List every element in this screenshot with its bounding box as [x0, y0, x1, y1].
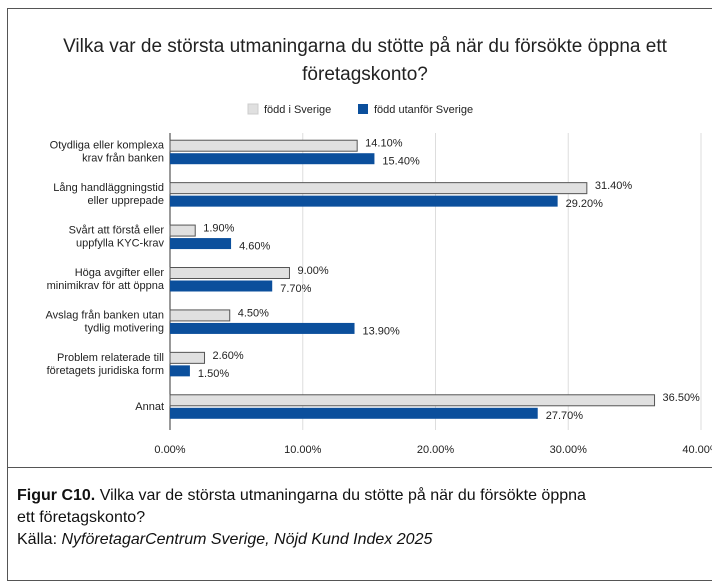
value-label: 27.70% [546, 410, 584, 422]
y-tick-line: tydlig motivering [85, 322, 164, 334]
bar [170, 238, 232, 250]
y-tick-line: Svårt att förstå eller [69, 224, 165, 236]
value-label: 36.50% [663, 392, 701, 404]
bar [170, 365, 190, 377]
bar [170, 153, 375, 165]
y-tick-line: krav från banken [82, 153, 164, 165]
y-tick-line: uppfylla KYC-krav [76, 237, 165, 249]
bar [169, 351, 206, 364]
value-label: 9.00% [297, 265, 328, 277]
y-tick-label: Problem relaterade till företagets juridi… [47, 352, 164, 377]
y-tick-line: Höga avgifter eller [75, 267, 165, 279]
y-tick-label: Lång handläggningstid eller upprepade [53, 182, 164, 207]
bar [169, 309, 231, 322]
value-label: 29.20% [566, 198, 604, 210]
value-label: 2.60% [213, 350, 244, 362]
y-tick-line: Problem relaterade till [57, 352, 164, 364]
value-label: 4.50% [238, 307, 269, 319]
value-label: 13.90% [363, 325, 401, 337]
x-tick-label: 40.00% [682, 444, 712, 456]
caption: Figur C10. Vilka var de största utmaning… [17, 485, 597, 551]
y-tick-line: Lång handläggningstid [53, 182, 164, 194]
value-label: 1.50% [198, 368, 229, 380]
bar [169, 267, 290, 279]
y-tick-label: Annat [135, 401, 164, 413]
bar [169, 394, 656, 407]
legend-label: född utanför Sverige [374, 104, 473, 116]
bar [170, 407, 538, 419]
x-tick-label: 10.00% [284, 444, 322, 456]
value-label: 1.90% [203, 222, 234, 234]
y-tick-line: Avslag från banken utan [46, 309, 164, 321]
value-label: 7.70% [280, 283, 311, 295]
value-label: 4.60% [239, 240, 270, 252]
value-label: 14.10% [365, 138, 403, 150]
value-label: 15.40% [382, 156, 420, 168]
y-tick-line: minimikrav för att öppna [47, 280, 165, 292]
y-tick-label: Otydliga eller komplexa krav från banken [50, 140, 165, 165]
chart-title: Vilka var de största utmaningarna du stö… [63, 36, 667, 85]
x-tick-label: 20.00% [417, 444, 455, 456]
source: NyföretagarCentrum Sverige, Nöjd Kund In… [61, 531, 433, 548]
x-tick-label: 0.00% [154, 444, 185, 456]
bar [170, 195, 558, 207]
caption-label: Figur C10. [17, 487, 96, 504]
y-tick-line: Annat [135, 401, 164, 413]
y-tick-line: Otydliga eller komplexa [50, 140, 165, 152]
caption-frame [7, 467, 712, 581]
x-tick-label: 30.00% [550, 444, 588, 456]
legend-swatch [247, 103, 259, 115]
bar [169, 224, 196, 237]
source-label: Källa: [17, 531, 58, 548]
bar [170, 322, 355, 334]
y-tick-line: företagets juridiska form [47, 365, 164, 377]
legend-label: född i Sverige [264, 104, 331, 116]
legend-swatch [358, 104, 368, 114]
bar [170, 280, 273, 292]
y-tick-label: Höga avgifter eller minimikrav för att öp… [47, 267, 165, 292]
value-label: 31.40% [595, 180, 633, 192]
bar [169, 182, 588, 195]
y-tick-label: Avslag från banken utan tydlig motivering [46, 309, 164, 334]
bar [169, 139, 358, 152]
y-tick-line: eller upprepade [88, 195, 164, 207]
y-tick-label: Svårt att förstå eller uppfylla KYC-krav [69, 224, 165, 249]
caption-text: Vilka var de största utmaningarna du stö… [17, 487, 586, 526]
